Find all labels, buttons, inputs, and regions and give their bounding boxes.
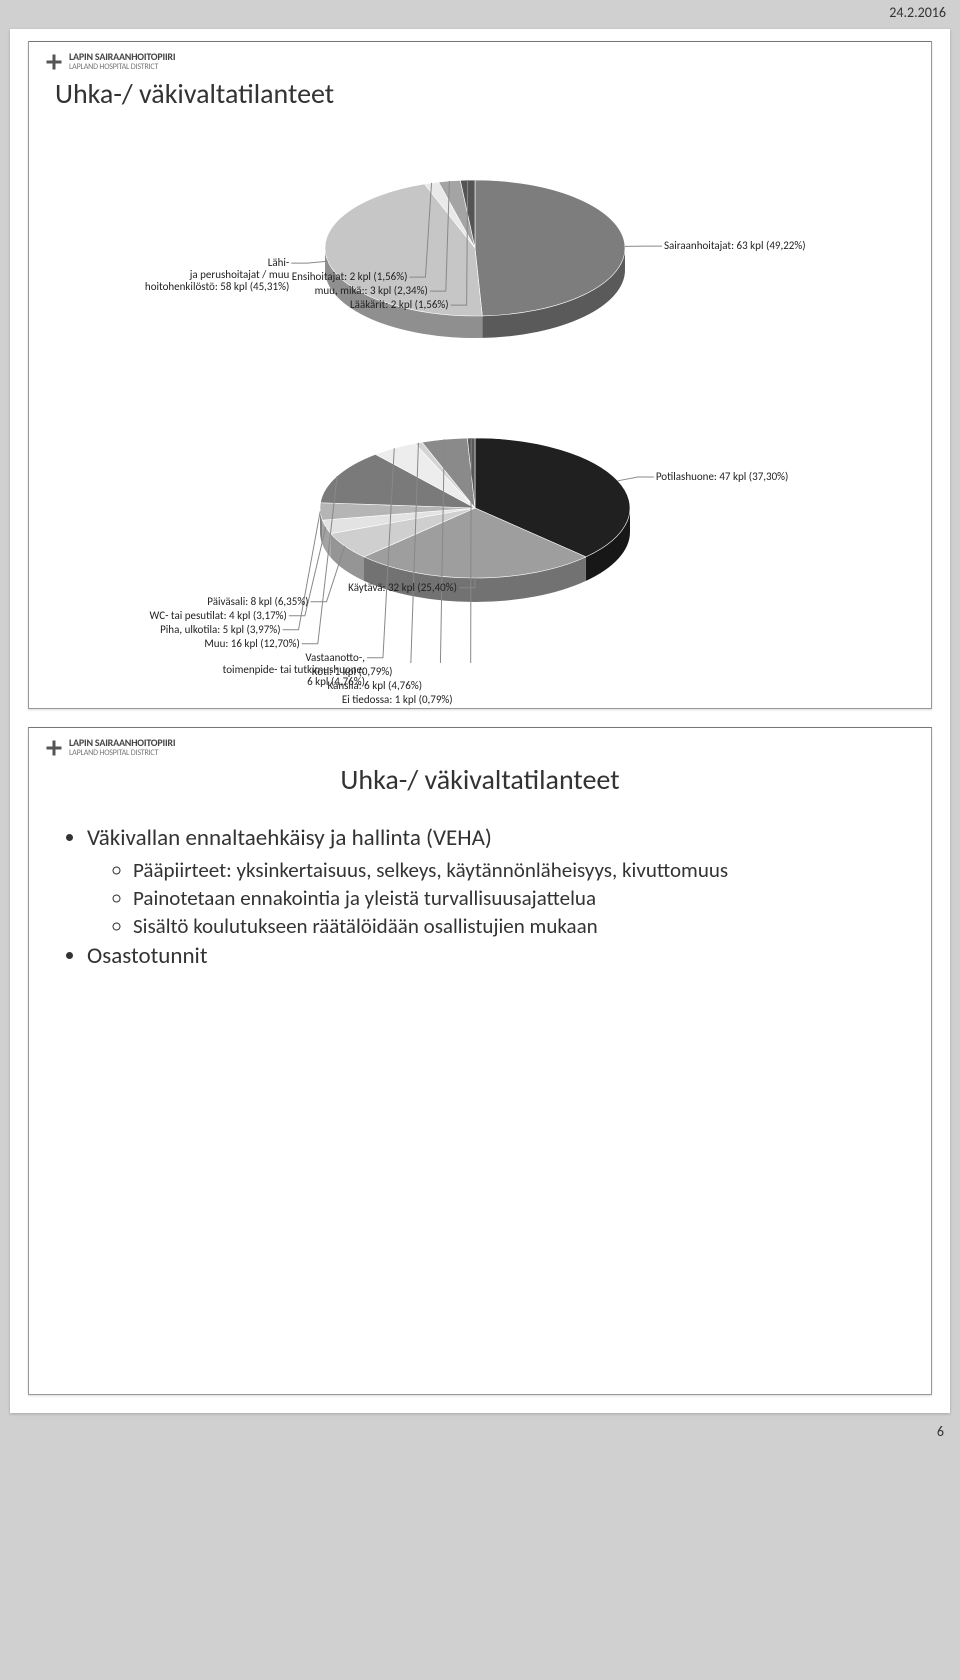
pie-slice-label: Lähi-ja perushoitajat / muuhoitohenkilös… bbox=[145, 257, 289, 293]
org-name: LAPIN SAIRAANHOITOPIIRI bbox=[69, 52, 175, 62]
bullet-item: Väkivallan ennaltaehkäisy ja hallinta (V… bbox=[87, 824, 895, 853]
pie-labels-bottom: Potilashuone: 47 kpl (37,30%) Käytävä: 32… bbox=[45, 373, 935, 663]
slide-header-2: LAPIN SAIRAANHOITOPIIRI LAPLAND HOSPITAL… bbox=[45, 738, 915, 758]
page-container: LAPIN SAIRAANHOITOPIIRI LAPLAND HOSPITAL… bbox=[10, 29, 950, 1413]
logo-text-block: LAPIN SAIRAANHOITOPIIRI LAPLAND HOSPITAL… bbox=[69, 52, 175, 72]
logo-icon bbox=[45, 739, 63, 757]
slide1-title: Uhka-/ väkivaltatilanteet bbox=[55, 76, 915, 111]
page-number: 6 bbox=[0, 1421, 960, 1446]
org-sub: LAPLAND HOSPITAL DISTRICT bbox=[69, 62, 175, 72]
pie-slice-label: WC- tai pesutilat: 4 kpl (3,17%) bbox=[150, 610, 287, 622]
sub-bullet-item: Pääpiirteet: yksinkertaisuus, selkeys, k… bbox=[133, 857, 895, 883]
bullet-list: Väkivallan ennaltaehkäisy ja hallinta (V… bbox=[45, 820, 915, 978]
slide2-title: Uhka-/ väkivaltatilanteet bbox=[45, 762, 915, 797]
pie-slice-label: Potilashuone: 47 kpl (37,30%) bbox=[656, 471, 789, 483]
pie-slice-label: Käytävä: 32 kpl (25,40%) bbox=[348, 582, 457, 594]
org-sub: LAPLAND HOSPITAL DISTRICT bbox=[69, 748, 175, 758]
pie-slice-label: Piha, ulkotila: 5 kpl (3,97%) bbox=[160, 624, 280, 636]
pie-slice-label: Koti: 1 kpl (0,79%) bbox=[312, 666, 393, 678]
chart-wrap: Sairaanhoitajat: 63 kpl (49,22%) Lähi-ja … bbox=[45, 123, 915, 643]
slide-bullets: LAPIN SAIRAANHOITOPIIRI LAPLAND HOSPITAL… bbox=[28, 727, 932, 1395]
bullet-item: Osastotunnit bbox=[87, 942, 895, 971]
logo-text-block: LAPIN SAIRAANHOITOPIIRI LAPLAND HOSPITAL… bbox=[69, 738, 175, 758]
pie-slice-label: Päiväsali: 8 kpl (6,35%) bbox=[207, 596, 308, 608]
pie-slice-label: Ei tiedossa: 1 kpl (0,79%) bbox=[342, 694, 453, 706]
pie-labels-top: Sairaanhoitajat: 63 kpl (49,22%) Lähi-ja … bbox=[45, 123, 935, 373]
slide-header-1: LAPIN SAIRAANHOITOPIIRI LAPLAND HOSPITAL… bbox=[45, 52, 915, 72]
pie-slice-label: muu, mikä:: 3 kpl (2,34%) bbox=[315, 285, 428, 297]
sub-bullet-item: Painotetaan ennakointia ja yleistä turva… bbox=[133, 885, 895, 911]
org-name: LAPIN SAIRAANHOITOPIIRI bbox=[69, 738, 175, 748]
logo-icon bbox=[45, 53, 63, 71]
pie-slice-label: Sairaanhoitajat: 63 kpl (49,22%) bbox=[664, 240, 806, 252]
pie-slice-label: Kanslia: 6 kpl (4,76%) bbox=[328, 680, 423, 692]
pie-slice-label: Muu: 16 kpl (12,70%) bbox=[204, 638, 299, 650]
header-date: 24.2.2016 bbox=[0, 0, 960, 21]
pie-slice-label: Ensihoitajat: 2 kpl (1,56%) bbox=[292, 271, 408, 283]
slide-charts: LAPIN SAIRAANHOITOPIIRI LAPLAND HOSPITAL… bbox=[28, 41, 932, 709]
sub-bullet-item: Sisältö koulutukseen räätälöidään osalli… bbox=[133, 913, 895, 939]
pie-slice-label: Lääkärit: 2 kpl (1,56%) bbox=[350, 299, 449, 311]
sub-bullet-list: Pääpiirteet: yksinkertaisuus, selkeys, k… bbox=[87, 857, 895, 940]
